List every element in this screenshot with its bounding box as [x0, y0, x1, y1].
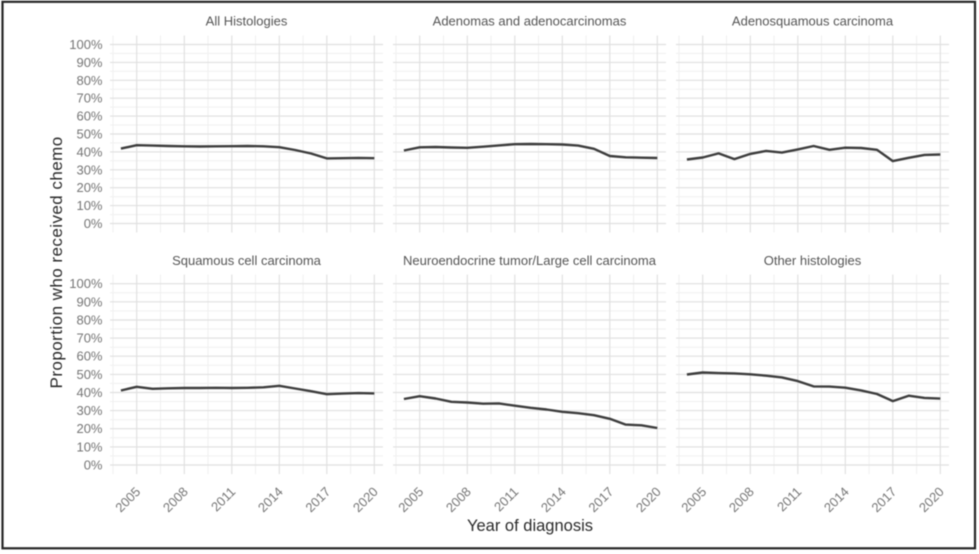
svg-text:90%: 90% — [76, 294, 102, 309]
svg-text:Adenomas and adenocarcinomas: Adenomas and adenocarcinomas — [433, 14, 627, 29]
svg-text:50%: 50% — [76, 367, 102, 382]
svg-text:40%: 40% — [76, 144, 102, 159]
svg-text:70%: 70% — [76, 91, 102, 106]
svg-text:40%: 40% — [76, 385, 102, 400]
svg-text:60%: 60% — [76, 109, 102, 124]
svg-text:10%: 10% — [76, 439, 102, 454]
svg-text:Squamous cell carcinoma: Squamous cell carcinoma — [172, 253, 322, 268]
svg-text:50%: 50% — [76, 127, 102, 142]
svg-text:20%: 20% — [76, 421, 102, 436]
svg-text:30%: 30% — [76, 403, 102, 418]
svg-text:80%: 80% — [76, 313, 102, 328]
svg-text:100%: 100% — [69, 276, 103, 291]
svg-text:80%: 80% — [76, 73, 102, 88]
svg-text:10%: 10% — [76, 198, 102, 213]
svg-text:0%: 0% — [84, 216, 103, 231]
svg-text:Proportion who received chemo: Proportion who received chemo — [47, 136, 66, 388]
svg-text:60%: 60% — [76, 349, 102, 364]
svg-text:Neuroendocrine tumor/Large cel: Neuroendocrine tumor/Large cell carcinom… — [403, 253, 657, 268]
svg-text:20%: 20% — [76, 180, 102, 195]
svg-text:All Histologies: All Histologies — [206, 14, 288, 29]
svg-text:Year of diagnosis: Year of diagnosis — [467, 517, 593, 535]
svg-text:Other histologies: Other histologies — [764, 253, 862, 268]
svg-text:100%: 100% — [69, 37, 103, 52]
svg-text:0%: 0% — [84, 458, 103, 473]
svg-text:30%: 30% — [76, 162, 102, 177]
svg-text:90%: 90% — [76, 55, 102, 70]
svg-text:70%: 70% — [76, 331, 102, 346]
svg-text:Adenosquamous carcinoma: Adenosquamous carcinoma — [732, 14, 894, 29]
